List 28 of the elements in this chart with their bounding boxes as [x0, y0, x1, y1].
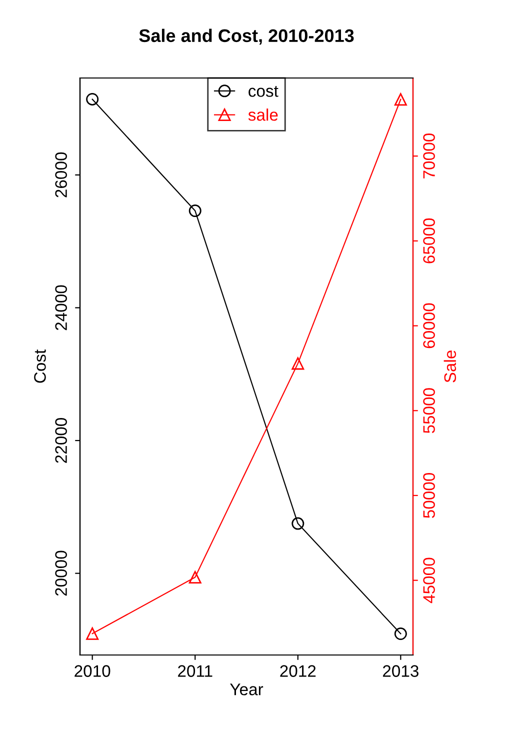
- point: [86, 92, 99, 106]
- x-axis-title: Year: [230, 684, 264, 696]
- x-tick-label: 2013: [382, 665, 418, 677]
- legend-label: sale: [248, 108, 278, 121]
- y2-tick-label: 70000: [423, 134, 435, 178]
- point: [188, 204, 202, 218]
- x-tick-label: 2012: [280, 665, 316, 677]
- legend-label: cost: [248, 86, 278, 97]
- y2-tick-label: 60000: [423, 303, 435, 348]
- x-tick-label: 2011: [178, 665, 212, 677]
- y2-tick-label: 55000: [423, 388, 435, 434]
- y-tick-label: 24000: [55, 285, 67, 330]
- point: [86, 627, 99, 640]
- y-tick-label: 20000: [55, 550, 67, 596]
- y-tick-label: 22000: [55, 418, 67, 463]
- point: [292, 517, 304, 530]
- y-tick-label: 26000: [55, 152, 67, 198]
- point: [188, 571, 202, 584]
- chart-title: Sale and Cost, 2010-2013: [139, 28, 354, 45]
- y2-axis-title: Sale: [444, 350, 456, 382]
- point: [394, 93, 407, 106]
- point: [394, 628, 407, 640]
- y2-tick-label: 45000: [423, 558, 435, 604]
- y2-tick-label: 65000: [423, 218, 435, 264]
- y2-tick-label: 50000: [423, 472, 435, 518]
- point: [292, 357, 304, 370]
- y-axis-title: Cost: [34, 349, 46, 383]
- x-tick-label: 2010: [74, 665, 110, 677]
